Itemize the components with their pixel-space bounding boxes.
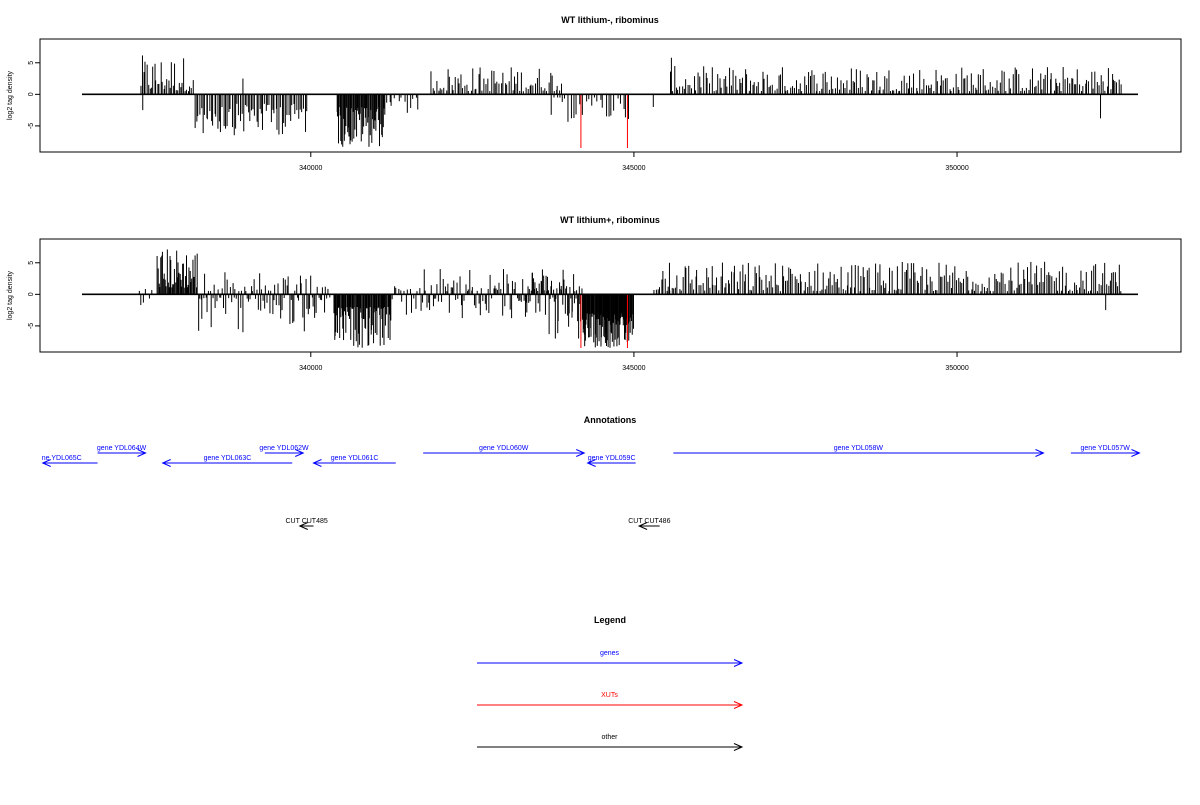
legend-arrow-head xyxy=(733,743,744,751)
gene-annotation: gene YDL058W xyxy=(673,445,1045,457)
gene-arrow-head xyxy=(586,459,596,467)
cut-annotation: CUT CUT486 xyxy=(628,518,671,530)
x-tick-label: 350000 xyxy=(945,165,968,172)
track-panel-2: WT lithium+, ribominus 5 0 -5 log2 tag densi… xyxy=(7,215,1182,372)
gene-annotation: gene YDL060W xyxy=(423,445,586,457)
y-tick-label: 5 xyxy=(28,61,35,65)
gene-annotation: ne YDL065C xyxy=(41,455,98,467)
legend-item: genes xyxy=(477,650,744,667)
x-tick-label: 340000 xyxy=(299,165,322,172)
gene-label: gene YDL057W xyxy=(1081,445,1131,452)
cut-arrow-head xyxy=(298,522,308,530)
x-tick-label: 345000 xyxy=(622,365,645,372)
annotations-panel: Annotations ne YDL065C gene YDL064W gene YD… xyxy=(41,415,1141,530)
gene-arrow-head xyxy=(312,459,322,467)
y-tick-label: -5 xyxy=(28,123,35,129)
gene-arrow-head xyxy=(576,449,586,457)
gene-annotation: gene YDL059C xyxy=(586,455,636,467)
gene-label: gene YDL060W xyxy=(479,445,529,452)
track-panel-1: WT lithium-, ribominus 5 0 -5 log2 tag densi… xyxy=(7,15,1182,172)
y-tick-label: 0 xyxy=(28,92,35,96)
gene-arrow-head xyxy=(161,459,171,467)
y-axis-label: log2 tag density xyxy=(7,70,14,120)
gene-annotation: gene YDL062W xyxy=(259,445,309,457)
legend-arrow-head xyxy=(733,659,744,667)
gene-annotation: gene YDL063C xyxy=(161,455,293,467)
gene-annotation: gene YDL057W xyxy=(1070,445,1141,457)
x-tick-label: 340000 xyxy=(299,365,322,372)
legend-title: Legend xyxy=(594,615,626,625)
gene-annotation: gene YDL061C xyxy=(312,455,396,467)
legend-arrow-head xyxy=(733,701,744,709)
legend: Legend genes XUTs other xyxy=(477,615,744,751)
gene-annotation: gene YDL064W xyxy=(97,445,147,457)
gene-arrow-head xyxy=(41,459,51,467)
cut-annotation: CUT CUT485 xyxy=(285,518,328,530)
gene-label: gene YDL061C xyxy=(331,455,379,462)
cut-label: CUT CUT485 xyxy=(285,518,327,525)
bars-group xyxy=(140,55,1122,147)
gene-label: gene YDL064W xyxy=(97,445,147,452)
legend-label: genes xyxy=(600,650,620,657)
gene-arrow-head xyxy=(1035,449,1045,457)
legend-item: XUTs xyxy=(477,692,744,709)
legend-label: XUTs xyxy=(601,692,618,699)
gene-label: gene YDL063C xyxy=(204,455,252,462)
gene-label: gene YDL062W xyxy=(259,445,309,452)
y-axis-label: log2 tag density xyxy=(7,270,14,320)
track-title: WT lithium+, ribominus xyxy=(560,215,660,225)
x-tick-label: 350000 xyxy=(945,365,968,372)
legend-label: other xyxy=(602,734,619,741)
y-tick-label: -5 xyxy=(28,323,35,329)
gene-label: gene YDL059C xyxy=(588,455,636,462)
y-tick-label: 0 xyxy=(28,292,35,296)
y-tick-label: 5 xyxy=(28,261,35,265)
cut-label: CUT CUT486 xyxy=(628,518,670,525)
x-tick-label: 345000 xyxy=(622,165,645,172)
bars-group xyxy=(138,249,1122,348)
gene-arrow-head xyxy=(137,449,147,457)
gene-label: gene YDL058W xyxy=(834,445,884,452)
cut-arrow-head xyxy=(637,522,648,530)
track-title: WT lithium-, ribominus xyxy=(561,15,659,25)
annotations-title: Annotations xyxy=(584,415,637,425)
gene-arrow-head xyxy=(1131,449,1141,457)
legend-item: other xyxy=(477,734,744,751)
gene-arrow-head xyxy=(295,449,305,457)
gene-label: ne YDL065C xyxy=(42,455,82,462)
